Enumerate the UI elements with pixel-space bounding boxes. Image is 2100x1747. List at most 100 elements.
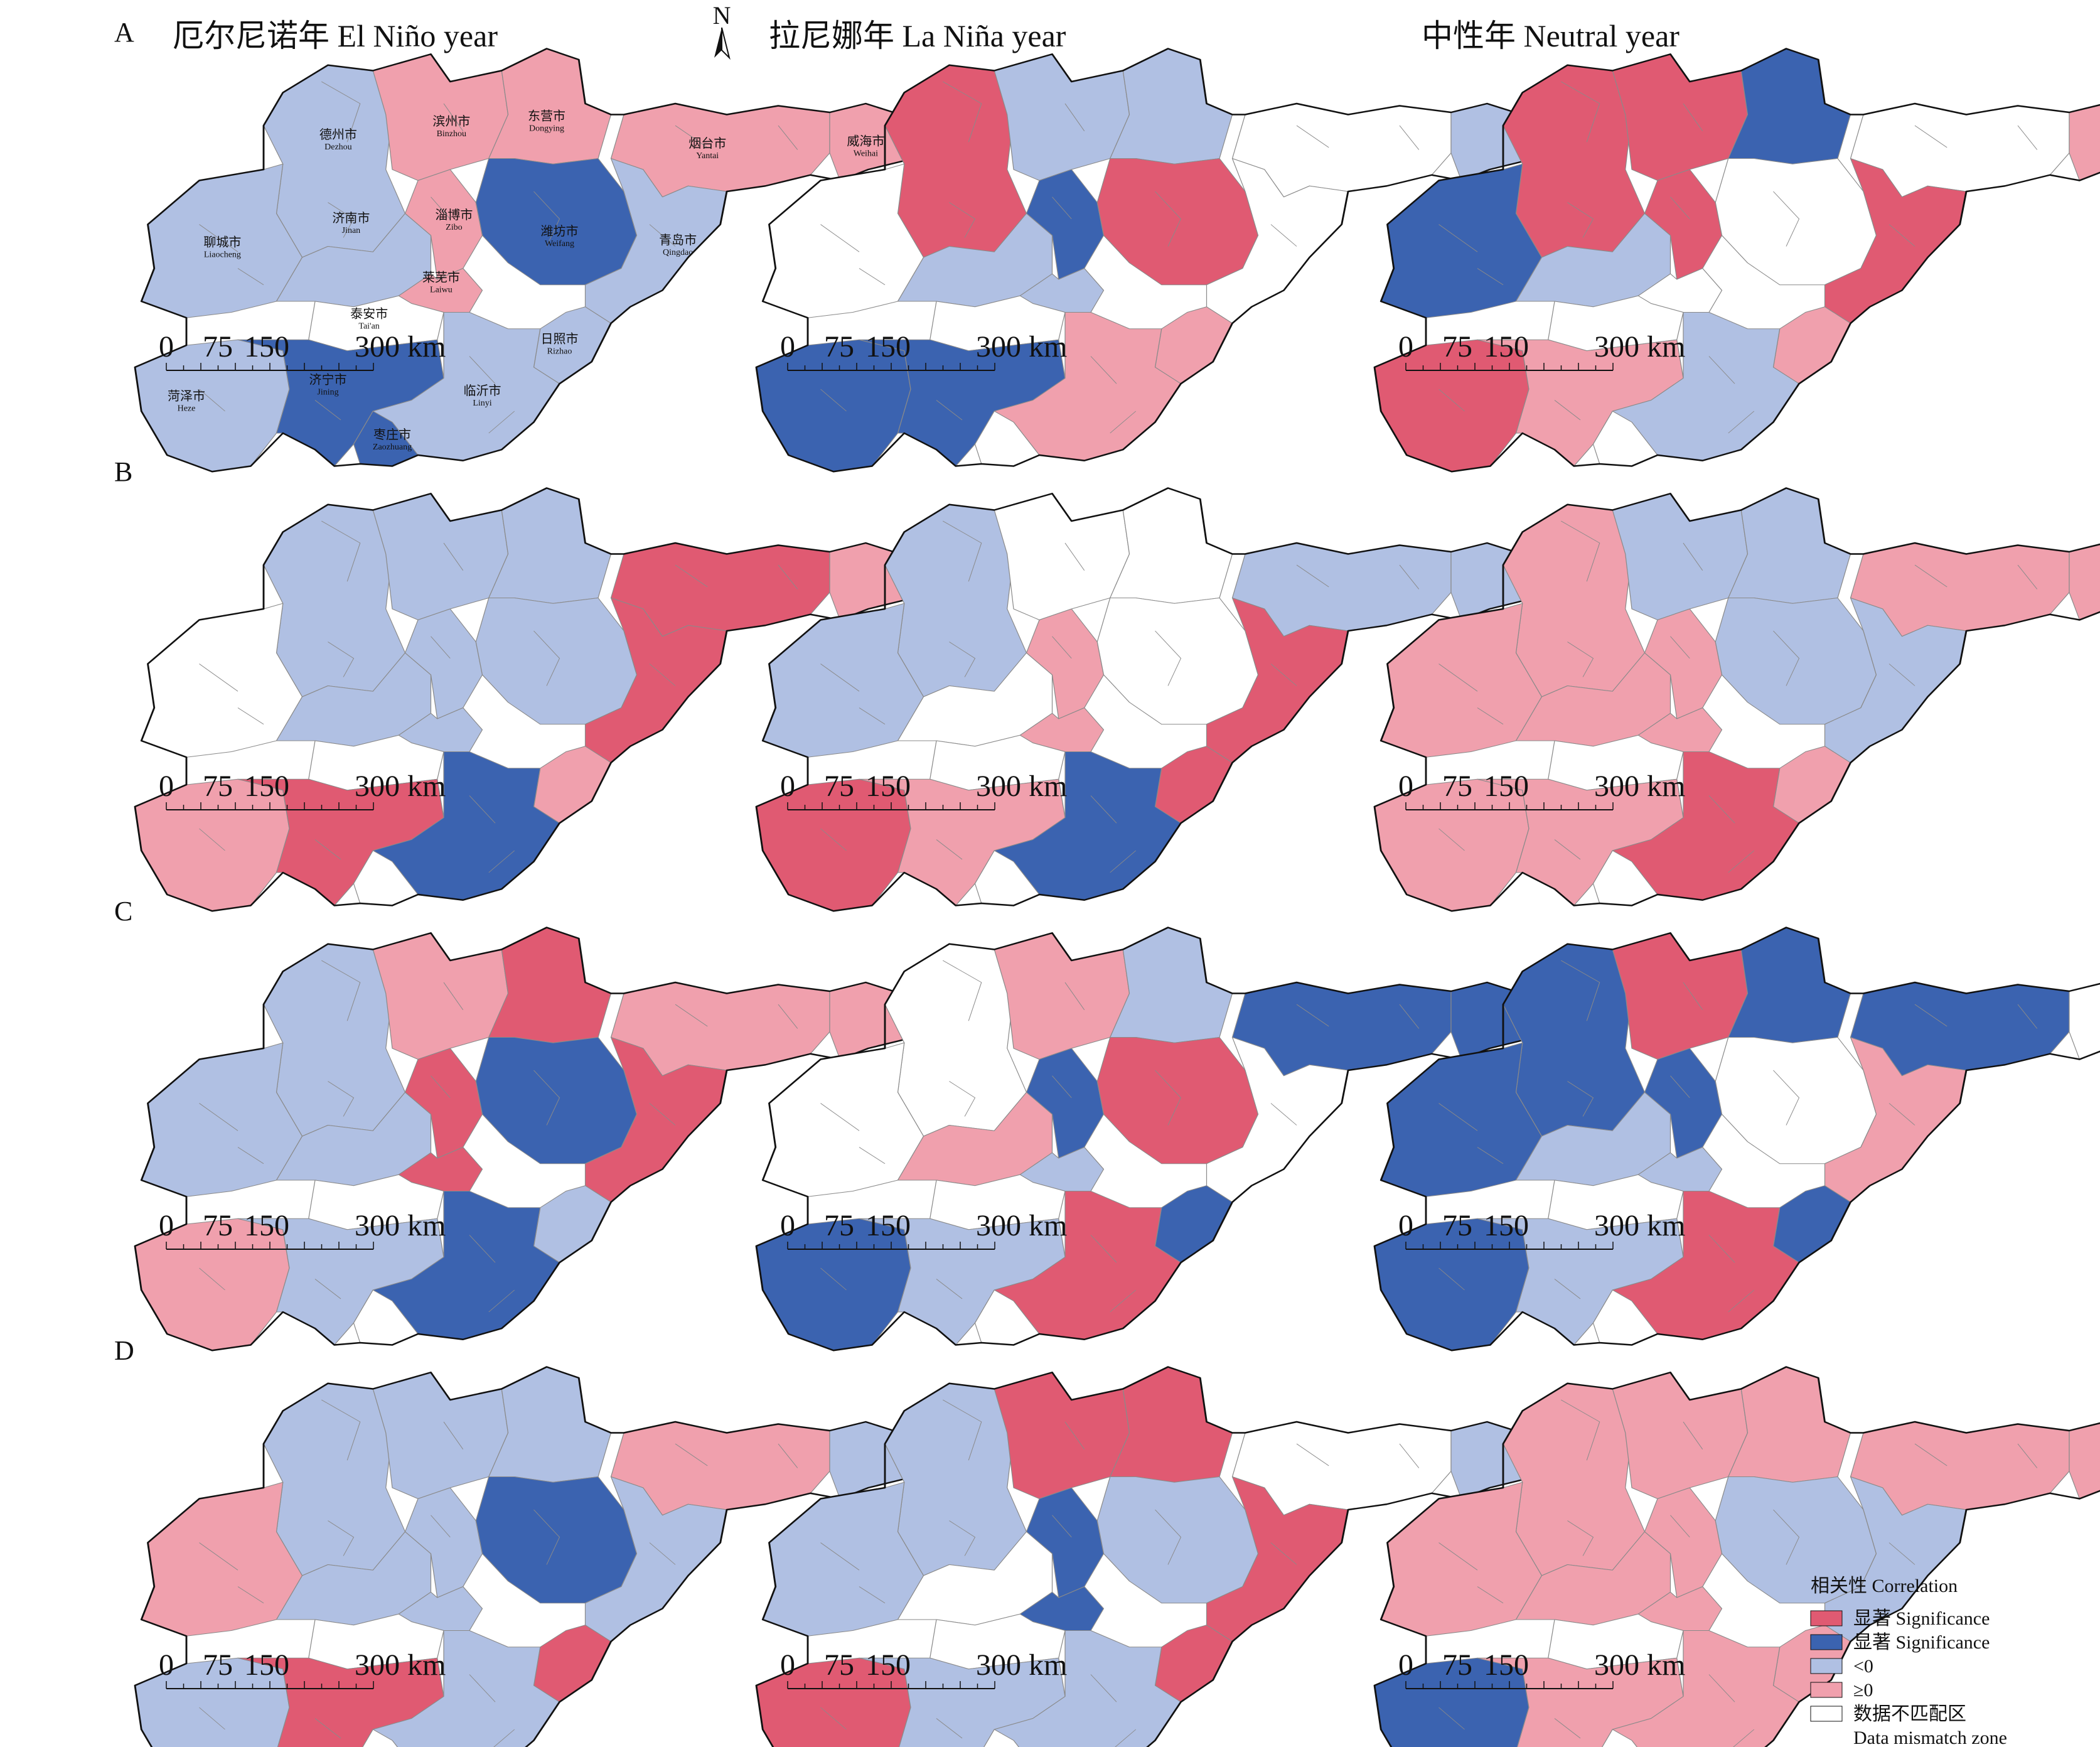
- scale-bar-label: 75: [1442, 330, 1472, 363]
- county-boundary: [1773, 1509, 1800, 1565]
- city-label-en-laiwu: Laiwu: [430, 286, 453, 295]
- region-liaocheng: [762, 163, 924, 318]
- county-boundary: [649, 664, 676, 686]
- county-boundary: [1270, 1103, 1297, 1126]
- city-label-en-dezhou: Dezhou: [324, 142, 352, 152]
- county-boundary: [237, 1586, 264, 1604]
- scale-bar-label: 150: [244, 1209, 289, 1242]
- county-boundary: [1567, 1081, 1594, 1117]
- legend-swatch-sig-neg: [1810, 1634, 1843, 1650]
- scale-bar-label: 0: [780, 770, 795, 803]
- county-boundary: [469, 1235, 496, 1263]
- scale-bar-label: 75: [203, 330, 233, 363]
- county-boundary: [1670, 636, 1690, 659]
- scale-bar-label: 300 km: [976, 770, 1067, 803]
- county-boundary: [820, 1267, 847, 1291]
- county-boundary: [321, 520, 361, 582]
- scale-bar-label: 75: [824, 770, 854, 803]
- scale-bar: 0 75 150 300 km: [1398, 1209, 1685, 1250]
- region-heze: [756, 1657, 911, 1747]
- north-arrow-label: N: [713, 1, 731, 30]
- county-boundary: [1567, 642, 1594, 677]
- county-boundary: [469, 795, 496, 824]
- county-boundary: [1438, 389, 1465, 412]
- county-boundary: [1888, 664, 1915, 686]
- region-weifang: [475, 1476, 638, 1604]
- county-boundary: [328, 1520, 355, 1556]
- county-boundary: [649, 1103, 676, 1126]
- scale-bar-label: 0: [780, 330, 795, 363]
- scale-bar-label: 300 km: [355, 1209, 446, 1242]
- region-weifang: [475, 1036, 638, 1164]
- county-boundary: [1270, 224, 1297, 247]
- county-boundary: [675, 1004, 708, 1027]
- column-headers: 厄尔尼诺年 El Niño year 拉尼娜年 La Niña year 中性年…: [173, 18, 1679, 53]
- row-label-a: A: [114, 17, 134, 48]
- region-weifang: [1715, 158, 1877, 286]
- city-label-en-taian: Tai'an: [358, 321, 379, 331]
- county-boundary: [199, 1707, 225, 1730]
- scale-bar: 0 75 150 300 km: [159, 1209, 446, 1250]
- county-boundary: [1110, 1289, 1137, 1313]
- region-liaocheng: [1380, 603, 1543, 758]
- county-boundary: [1155, 1070, 1182, 1126]
- county-boundary: [443, 542, 464, 571]
- legend-label-mismatch-en: Data mismatch zone: [1853, 1728, 2007, 1747]
- scale-bar-label: 300 km: [355, 770, 446, 803]
- region-liaocheng: [762, 603, 924, 758]
- county-boundary: [199, 1103, 238, 1131]
- province-outline: [1373, 487, 2100, 912]
- province-map: [755, 48, 1545, 473]
- region-weihai: [2069, 983, 2100, 1060]
- county-boundary: [1438, 1707, 1465, 1730]
- map-panel-a-3: 0 75 150 300 km: [1373, 48, 2100, 473]
- province-map: [755, 1366, 1545, 1747]
- province-map: [134, 48, 924, 473]
- county-boundary: [533, 1070, 560, 1126]
- scale-bar: 0 75 150 300 km: [780, 770, 1067, 810]
- county-boundary: [1438, 224, 1478, 252]
- city-label-en-weifang: Weifang: [545, 239, 574, 249]
- region-weifang: [1096, 1036, 1259, 1164]
- region-liaocheng: [141, 1042, 303, 1197]
- scale-bar: 0 75 150 300 km: [780, 330, 1067, 371]
- province-map: [1373, 1366, 2100, 1747]
- county-boundary: [314, 1718, 341, 1739]
- scale-bar-label: 0: [159, 1209, 174, 1242]
- county-boundary: [1399, 1004, 1420, 1029]
- county-boundary: [820, 1103, 860, 1131]
- county-boundary: [936, 1279, 963, 1299]
- province-map: [755, 927, 1545, 1352]
- scale-bar-label: 300 km: [976, 330, 1067, 363]
- province-outline: [134, 487, 924, 912]
- county-boundary: [321, 960, 361, 1021]
- city-label-binzhou: 滨州市: [432, 114, 470, 129]
- scale-bar-label: 75: [203, 1209, 233, 1242]
- county-boundary: [493, 1729, 515, 1747]
- region-linyi: [994, 1630, 1182, 1747]
- county-boundary: [942, 1399, 982, 1461]
- county-boundary: [1728, 411, 1755, 434]
- scale-bar-label: 300 km: [976, 1209, 1067, 1242]
- county-boundary: [1438, 1542, 1478, 1571]
- region-liaocheng: [1380, 1481, 1543, 1637]
- county-boundary: [1554, 839, 1581, 860]
- city-label-en-linyi: Linyi: [473, 399, 491, 408]
- county-boundary: [1296, 1004, 1329, 1027]
- county-boundary: [2017, 1443, 2038, 1468]
- map-panel-b-1: 0 75 150 300 km: [134, 487, 924, 912]
- county-boundary: [1064, 1421, 1085, 1449]
- county-boundary: [1399, 564, 1420, 589]
- county-boundary: [1670, 1075, 1690, 1099]
- legend-title: 相关性 Correlation: [1811, 1576, 1958, 1596]
- scale-bar-label: 150: [244, 770, 289, 803]
- county-boundary: [237, 268, 264, 286]
- region-weifang: [475, 158, 638, 286]
- county-boundary: [1110, 411, 1137, 434]
- county-boundary: [1270, 1542, 1297, 1565]
- city-label-qingdao: 青岛市: [659, 232, 697, 247]
- county-boundary: [199, 828, 225, 851]
- county-boundary: [1773, 1070, 1800, 1126]
- county-boundary: [1110, 850, 1137, 873]
